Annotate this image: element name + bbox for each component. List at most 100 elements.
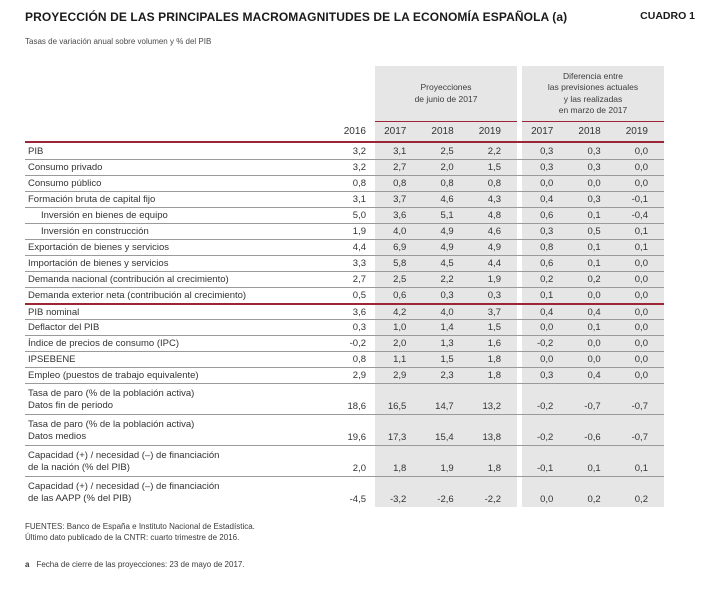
value-cell: 4,4 bbox=[487, 258, 501, 269]
row-label-line: Formación bruta de capital fijo bbox=[28, 194, 156, 205]
value-cell: 0,1 bbox=[587, 258, 601, 269]
value-cell: 0,0 bbox=[634, 258, 648, 269]
row-label: Exportación de bienes y servicios bbox=[25, 240, 320, 255]
value-cell: 0,8 bbox=[393, 178, 407, 189]
value-cell: 0,8 bbox=[440, 178, 454, 189]
value-cell: 2,2 bbox=[487, 145, 501, 157]
row-label: Tasa de paro (% de la población activa) D… bbox=[25, 415, 320, 445]
value-cell: 0,0 bbox=[540, 178, 554, 189]
value-2016: 3,2 bbox=[352, 145, 366, 157]
difference-values: 0,3 0,3 0,0 bbox=[522, 143, 664, 159]
value-cell: 17,3 bbox=[387, 432, 407, 443]
row-label-line: Empleo (puestos de trabajo equivalente) bbox=[28, 370, 199, 381]
value-cell: 4,2 bbox=[393, 306, 407, 318]
table-row: Exportación de bienes y servicios 4,4 6,9 4… bbox=[25, 239, 664, 255]
column-gap bbox=[517, 66, 522, 122]
projection-values: 4,0 4,9 4,6 bbox=[375, 224, 517, 239]
projection-values: 2,0 1,3 1,6 bbox=[375, 336, 517, 351]
value-cell: 0,3 bbox=[540, 145, 554, 157]
row-label: Demanda exterior neta (contribución al c… bbox=[25, 288, 320, 303]
value-cell: 4,3 bbox=[487, 194, 501, 205]
difference-values: 0,3 0,3 0,0 bbox=[522, 160, 664, 175]
row-label-line: Consumo público bbox=[28, 178, 102, 189]
column-gap bbox=[368, 208, 375, 223]
column-gap bbox=[517, 160, 522, 175]
group-header-line: Proyecciones bbox=[420, 82, 472, 92]
page-subtitle: Tasas de variación anual sobre volumen y… bbox=[25, 37, 212, 46]
value-2016: 1,9 bbox=[352, 226, 366, 237]
value-cell: 0,1 bbox=[634, 226, 648, 237]
page-title: PROYECCIÓN DE LAS PRINCIPALES MACROMAGNI… bbox=[25, 10, 568, 24]
value-cell: 1,3 bbox=[440, 338, 454, 349]
column-gap bbox=[368, 122, 375, 141]
difference-values: 0,4 0,3 -0,1 bbox=[522, 192, 664, 207]
value-cell: 3,7 bbox=[487, 306, 501, 318]
value-cell: 0,2 bbox=[540, 274, 554, 285]
value-cell: 0,1 bbox=[587, 463, 601, 474]
row-label-line: IPSEBENE bbox=[28, 354, 76, 365]
value-cell: 0,3 bbox=[540, 162, 554, 173]
value-cell: 2,5 bbox=[440, 145, 454, 157]
column-gap bbox=[368, 477, 375, 507]
value-cell: 0,0 bbox=[540, 494, 554, 505]
row-label: Tasa de paro (% de la población activa) D… bbox=[25, 384, 320, 414]
value-cell: -0,1 bbox=[631, 194, 648, 205]
column-gap bbox=[517, 336, 522, 351]
value-cell: -3,2 bbox=[389, 494, 407, 505]
value-cell: 0,0 bbox=[634, 274, 648, 285]
value-cell: 0,2 bbox=[587, 274, 601, 285]
row-label-line: Importación de bienes y servicios bbox=[28, 258, 169, 269]
table-row: PIB 3,2 3,1 2,5 2,2 0,3 0,3 0,0 bbox=[25, 143, 664, 159]
difference-values: 0,1 0,0 0,0 bbox=[522, 288, 664, 303]
value-cell: 0,3 bbox=[587, 194, 601, 205]
col-header-proj-2017: 2017 bbox=[384, 126, 407, 137]
difference-values: -0,1 0,1 0,1 bbox=[522, 446, 664, 476]
value-cell: -2,2 bbox=[484, 494, 501, 505]
projection-values: 2,7 2,0 1,5 bbox=[375, 160, 517, 175]
table-row: Capacidad (+) / necesidad (–) de financi… bbox=[25, 445, 664, 476]
column-gap bbox=[517, 143, 522, 159]
table-row: Índice de precios de consumo (IPC) -0,2 2,… bbox=[25, 335, 664, 351]
value-cell: 0,6 bbox=[540, 210, 554, 221]
column-gap bbox=[517, 368, 522, 383]
row-label: Consumo privado bbox=[25, 160, 320, 175]
value-cell: 0,0 bbox=[587, 338, 601, 349]
column-gap bbox=[517, 477, 522, 507]
value-cell: 0,0 bbox=[587, 290, 601, 301]
value-cell: 2,0 bbox=[393, 338, 407, 349]
row-label: Importación de bienes y servicios bbox=[25, 256, 320, 271]
column-gap bbox=[517, 176, 522, 191]
group-header-spacer bbox=[25, 66, 320, 122]
column-gap bbox=[517, 208, 522, 223]
column-gap bbox=[368, 446, 375, 476]
group-header-line: y las realizadas bbox=[563, 93, 623, 104]
column-gap bbox=[517, 352, 522, 367]
table-row: Inversión en construcción 1,9 4,0 4,9 4,6 0,3… bbox=[25, 223, 664, 239]
row-label: Empleo (puestos de trabajo equivalente) bbox=[25, 368, 320, 383]
value-cell: 0,3 bbox=[540, 226, 554, 237]
col-header-2016: 2016 bbox=[343, 126, 366, 137]
difference-values: 0,3 0,5 0,1 bbox=[522, 224, 664, 239]
value-2016: 3,3 bbox=[352, 258, 366, 269]
value-cell: 0,0 bbox=[540, 322, 554, 333]
value-cell: 1,0 bbox=[393, 322, 407, 333]
value-2016: -0,2 bbox=[349, 338, 366, 349]
value-2016: 2,0 bbox=[352, 463, 366, 474]
row-label-line: Demanda exterior neta (contribución al c… bbox=[28, 290, 247, 301]
value-2016: 0,5 bbox=[352, 290, 366, 301]
value-cell: -0,6 bbox=[584, 432, 601, 443]
projection-values: -3,2 -2,6 -2,2 bbox=[375, 477, 517, 507]
row-label-line: Capacidad (+) / necesidad (–) de financi… bbox=[28, 481, 220, 492]
column-gap bbox=[368, 240, 375, 255]
value-cell: 4,9 bbox=[487, 242, 501, 253]
value-cell: 2,0 bbox=[440, 162, 454, 173]
difference-values: 0,8 0,1 0,1 bbox=[522, 240, 664, 255]
col-header-diff-2017: 2017 bbox=[531, 126, 554, 137]
column-gap bbox=[368, 384, 375, 414]
value-cell: 2,3 bbox=[440, 370, 454, 381]
value-cell: 5,8 bbox=[393, 258, 407, 269]
value-cell: 0,0 bbox=[634, 354, 648, 365]
column-gap bbox=[368, 66, 375, 122]
value-cell: 1,8 bbox=[393, 463, 407, 474]
value-cell: 3,7 bbox=[393, 194, 407, 205]
